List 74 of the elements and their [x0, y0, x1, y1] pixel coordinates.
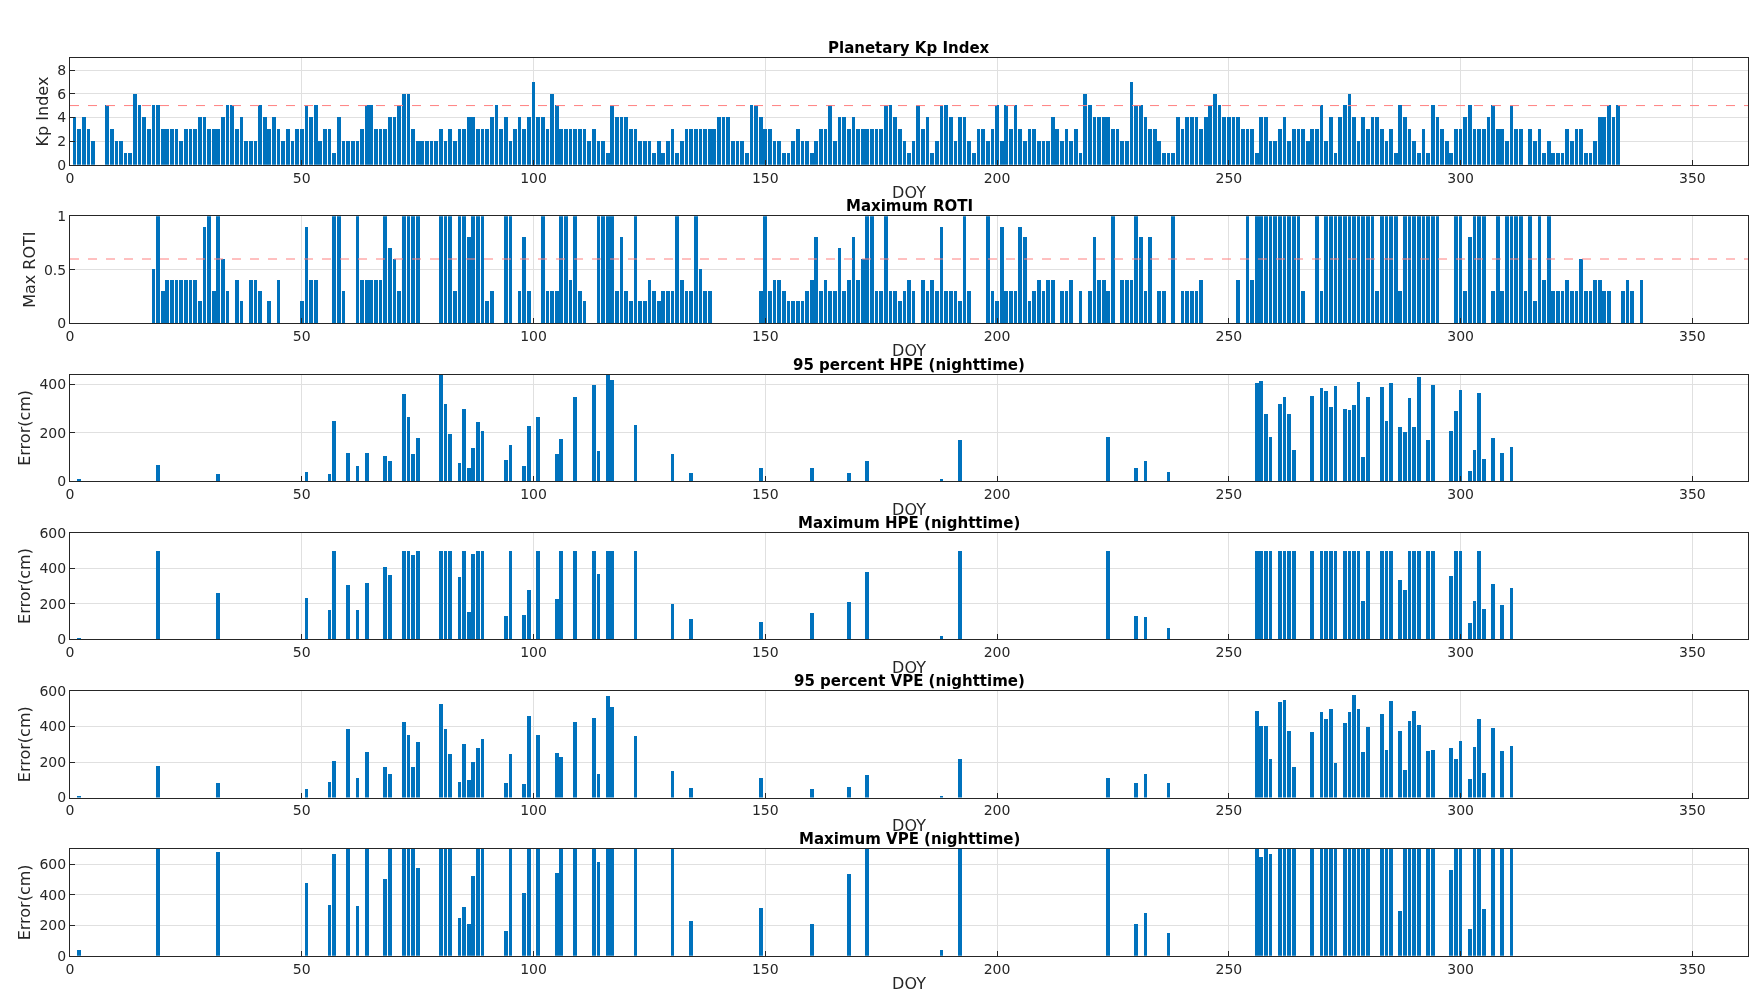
x-tick-label: 300 — [1447, 960, 1474, 977]
y-tick-label: 0 — [57, 631, 67, 648]
y-tick-label: 200 — [39, 424, 67, 441]
x-axis-title: DOY — [892, 974, 927, 994]
y-tick-label: 200 — [39, 753, 67, 770]
x-tick-label: 100 — [520, 802, 547, 819]
x-tick-label: 350 — [1679, 802, 1706, 819]
y-tick-label: 200 — [39, 917, 67, 934]
x-tick-label: 100 — [520, 644, 547, 661]
x-tick-label: 250 — [1215, 960, 1243, 977]
y-tick-label: 400 — [39, 376, 67, 393]
y-tick-label: 600 — [39, 524, 67, 541]
x-tick-label: 200 — [983, 327, 1011, 344]
y-tick-label: 8 — [57, 61, 67, 78]
x-tick-label: 250 — [1215, 644, 1243, 661]
x-tick-label: 150 — [751, 485, 779, 502]
y-tick-label: 0.5 — [43, 261, 67, 278]
y-tick-label: 0 — [57, 789, 67, 806]
x-tick-label: 250 — [1215, 485, 1243, 502]
x-tick-label: 200 — [983, 960, 1011, 977]
y-axis-title: Error(cm) — [15, 389, 35, 466]
x-tick-label: 350 — [1679, 169, 1706, 186]
y-tick-label: 6 — [57, 85, 67, 102]
y-axis-title: Error(cm) — [15, 864, 35, 941]
x-tick-label: 150 — [751, 960, 779, 977]
y-tick-label: 400 — [39, 560, 67, 577]
x-tick-label: 50 — [292, 960, 311, 977]
x-tick-label: 200 — [983, 644, 1011, 661]
y-tick-label: 400 — [39, 886, 67, 903]
x-tick-label: 50 — [292, 327, 311, 344]
x-tick-label: 200 — [983, 485, 1011, 502]
x-tick-label: 250 — [1215, 802, 1243, 819]
y-axis-title: Error(cm) — [15, 548, 35, 624]
y-tick-label: 0 — [57, 947, 67, 964]
chart-title: 95 percent VPE (nighttime) — [794, 672, 1025, 690]
x-tick-label: 150 — [751, 169, 779, 186]
y-axis-title: Kp Index — [33, 76, 53, 147]
chart-title: Planetary Kp Index — [828, 39, 990, 57]
x-tick-label: 50 — [292, 169, 311, 186]
x-tick-label: 150 — [751, 802, 779, 819]
x-tick-label: 150 — [751, 644, 779, 661]
x-tick-label: 200 — [983, 169, 1011, 186]
x-tick-label: 150 — [751, 327, 779, 344]
y-axis-title: Max ROTI — [19, 231, 39, 308]
y-tick-label: 600 — [39, 856, 67, 873]
x-tick-label: 100 — [520, 485, 547, 502]
x-tick-label: 250 — [1215, 169, 1243, 186]
x-tick-label: 300 — [1447, 644, 1474, 661]
x-tick-label: 350 — [1679, 960, 1706, 977]
x-tick-label: 50 — [292, 485, 311, 502]
y-tick-label: 400 — [39, 718, 67, 735]
x-tick-label: 50 — [292, 644, 311, 661]
x-tick-label: 250 — [1215, 327, 1243, 344]
y-axis-title: Error(cm) — [15, 706, 35, 783]
x-tick-label: 100 — [520, 169, 547, 186]
x-tick-label: 100 — [520, 327, 547, 344]
y-tick-label: 4 — [57, 109, 67, 126]
x-tick-label: 200 — [983, 802, 1011, 819]
y-tick-label: 0 — [57, 473, 67, 490]
x-tick-label: 350 — [1679, 485, 1706, 502]
x-tick-label: 300 — [1447, 802, 1474, 819]
y-tick-label: 0 — [57, 314, 67, 331]
x-tick-label: 350 — [1679, 644, 1706, 661]
x-tick-label: 350 — [1679, 327, 1706, 344]
y-tick-label: 600 — [39, 682, 67, 699]
y-tick-label: 0 — [57, 156, 67, 173]
x-tick-label: 300 — [1447, 327, 1474, 344]
y-tick-label: 2 — [57, 133, 67, 150]
y-tick-label: 1 — [57, 208, 67, 225]
x-tick-label: 50 — [292, 802, 311, 819]
x-tick-label: 300 — [1447, 485, 1474, 502]
x-tick-label: 100 — [520, 960, 547, 977]
y-tick-label: 200 — [39, 595, 67, 612]
x-tick-label: 300 — [1447, 169, 1474, 186]
